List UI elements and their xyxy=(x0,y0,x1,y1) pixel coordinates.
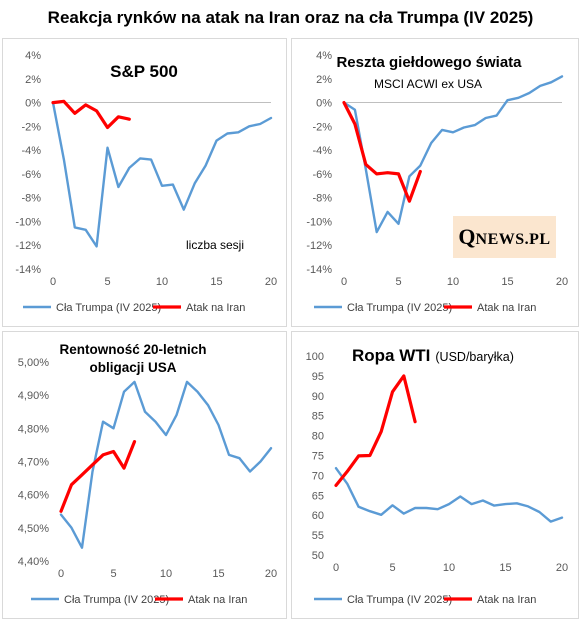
x-tick-label: 0 xyxy=(50,276,56,288)
series-line-iran xyxy=(334,374,417,487)
legend-label: Cła Trumpa (IV 2025) xyxy=(347,594,452,606)
x-tick-label: 10 xyxy=(156,276,168,288)
x-tick-label: 5 xyxy=(389,562,395,574)
y-tick-label: -10% xyxy=(306,216,332,228)
y-tick-label: 4% xyxy=(316,50,332,62)
x-tick-label: 20 xyxy=(265,276,277,288)
y-tick-label: 60 xyxy=(312,510,324,522)
x-tick-label: 10 xyxy=(160,568,172,580)
chart-subtitle: (USD/baryłka) xyxy=(435,350,514,364)
x-tick-label: 5 xyxy=(395,276,401,288)
x-tick-label: 15 xyxy=(499,562,511,574)
legend-label: Atak na Iran xyxy=(186,302,245,314)
y-tick-label: 85 xyxy=(312,411,324,423)
series-line-trump xyxy=(342,75,564,234)
series-line-trump xyxy=(51,101,273,248)
x-tick-label: 0 xyxy=(58,568,64,580)
y-tick-label: 0% xyxy=(316,98,332,110)
chart-title: Rentowność 20-letnich obligacji USA xyxy=(59,342,206,375)
legend-label: Cła Trumpa (IV 2025) xyxy=(347,302,452,314)
chart-title: S&P 500 xyxy=(110,62,178,81)
y-tick-label: -12% xyxy=(306,240,332,252)
legend-label: Cła Trumpa (IV 2025) xyxy=(64,594,169,606)
chart-subtitle: MSCI ACWI ex USA xyxy=(374,77,482,91)
legend-label: Cła Trumpa (IV 2025) xyxy=(56,302,161,314)
main-title: Reakcja rynków na atak na Iran oraz na c… xyxy=(47,8,534,27)
chart-panel-msci-acwi: Reszta giełdowego świata MSCI ACWI ex USA… xyxy=(291,38,579,327)
chart-svg: Ropa WTI (USD/baryłka)1009590858075706560… xyxy=(306,346,568,606)
y-tick-label: 4,70% xyxy=(18,457,49,469)
y-tick-label: -10% xyxy=(15,216,41,228)
y-tick-label: -6% xyxy=(21,169,41,181)
y-tick-label: 4,40% xyxy=(18,556,49,568)
y-tick-label: 5,00% xyxy=(18,357,49,369)
x-tick-label: 10 xyxy=(443,562,455,574)
x-tick-label: 15 xyxy=(210,276,222,288)
x-tick-label: 5 xyxy=(104,276,110,288)
y-tick-label: 2% xyxy=(316,74,332,86)
chart-title: Reszta giełdowego świata xyxy=(336,54,522,71)
y-tick-label: -14% xyxy=(15,264,41,276)
y-tick-label: 4,50% xyxy=(18,523,49,535)
x-tick-label: 20 xyxy=(556,276,568,288)
y-tick-label: 55 xyxy=(312,530,324,542)
x-tick-label: 0 xyxy=(341,276,347,288)
y-tick-label: 0% xyxy=(25,98,41,110)
y-tick-label: 4,90% xyxy=(18,390,49,402)
x-tick-label: 20 xyxy=(265,568,277,580)
chart-panel-bond-yield: Rentowność 20-letnich obligacji USA 5,00% 4… xyxy=(2,331,287,619)
y-tick-label: 95 xyxy=(312,371,324,383)
x-tick-label: 5 xyxy=(110,568,116,580)
chart-panel-wti-oil: Ropa WTI (USD/baryłka) 100 95 90 85 80 75 70 65 60… xyxy=(291,331,579,619)
y-tick-label: -14% xyxy=(306,264,332,276)
series-line-trump xyxy=(334,466,564,523)
y-tick-label: 70 xyxy=(312,470,324,482)
y-tick-label: -4% xyxy=(312,145,332,157)
y-tick-label: 100 xyxy=(306,351,324,363)
y-tick-label: 4,80% xyxy=(18,423,49,435)
y-tick-label: -6% xyxy=(312,169,332,181)
series-line-iran xyxy=(59,439,137,513)
y-tick-label: 4% xyxy=(25,50,41,62)
series-line-trump xyxy=(59,380,273,549)
y-tick-label: -12% xyxy=(15,240,41,252)
logo-wordmark: NEWS.PL xyxy=(475,231,551,248)
x-tick-label: 10 xyxy=(447,276,459,288)
y-tick-label: 65 xyxy=(312,490,324,502)
y-tick-label: 4,60% xyxy=(18,490,49,502)
chart-svg: Rentowność 20-letnich obligacji USA 5,00% 4… xyxy=(18,342,277,606)
legend-label: Atak na Iran xyxy=(188,594,247,606)
chart-panel-sp500: S&P 500 4% 2% 0% -2% -4% -6% -8% -10% -12% -14% 0 5 1… xyxy=(2,38,287,327)
qnews-logo: QNEWS.PL xyxy=(453,216,556,258)
series-line-iran xyxy=(342,100,422,203)
chart-title: Ropa WTI (USD/baryłka) xyxy=(352,346,514,365)
x-tick-label: 15 xyxy=(212,568,224,580)
y-tick-label: -8% xyxy=(21,193,41,205)
chart-svg: Reszta giełdowego świata MSCI ACWI ex USA… xyxy=(306,50,568,314)
legend-label: Atak na Iran xyxy=(477,594,536,606)
x-tick-label: 15 xyxy=(501,276,513,288)
series-line-iran xyxy=(51,99,131,130)
x-tick-label: 20 xyxy=(556,562,568,574)
y-tick-label: 50 xyxy=(312,550,324,562)
y-tick-label: -8% xyxy=(312,193,332,205)
logo-letter: Q xyxy=(458,224,476,249)
x-tick-label: 0 xyxy=(333,562,339,574)
chart-annotation: liczba sesji xyxy=(186,238,244,252)
y-tick-label: -4% xyxy=(21,145,41,157)
y-tick-label: 2% xyxy=(25,74,41,86)
legend-label: Atak na Iran xyxy=(477,302,536,314)
chart-svg: S&P 500 4% 2% 0% -2% -4% -6% -8% -10% -12% -14% 0 5 1… xyxy=(15,50,277,314)
y-tick-label: 75 xyxy=(312,451,324,463)
y-tick-label: -2% xyxy=(21,121,41,133)
y-tick-label: 80 xyxy=(312,431,324,443)
y-tick-label: -2% xyxy=(312,121,332,133)
y-tick-label: 90 xyxy=(312,391,324,403)
